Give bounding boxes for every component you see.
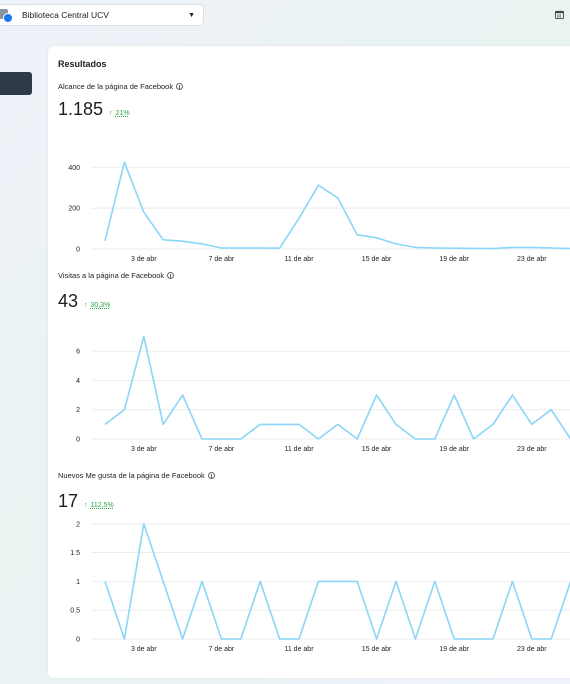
info-icon[interactable] — [176, 83, 184, 90]
metric-value-likes: 17 ↑ 112,5% — [58, 491, 114, 512]
y-tick-label: 400 — [68, 165, 80, 172]
info-icon[interactable] — [207, 472, 215, 479]
sidebar-active-item[interactable] — [0, 72, 32, 95]
metric-change: ↑ 21% — [109, 110, 130, 117]
metric-change: ↑ 112,5% — [84, 502, 114, 509]
x-tick-label: 15 de abr — [362, 646, 392, 653]
x-tick-label: 15 de abr — [362, 446, 392, 453]
metric-label-likes: Nuevos Me gusta de la página de Facebook — [58, 471, 215, 480]
y-tick-label: 0 — [76, 437, 80, 444]
y-tick-label: 4 — [76, 378, 80, 385]
series-line — [104, 335, 570, 440]
x-tick-label: 3 de abr — [131, 646, 157, 653]
y-tick-label: 1 — [76, 579, 80, 586]
x-tick-label: 3 de abr — [131, 446, 157, 453]
x-tick-label: 19 de abr — [439, 256, 469, 263]
y-tick-label: 2 — [76, 407, 80, 414]
metric-label-reach: Alcance de la página de Facebook — [58, 82, 184, 91]
chart-visits: 0 2 4 6 3 de abr 7 de abr 11 de abr 15 de abr 19… — [76, 335, 570, 453]
results-card: Resultados Alcance de la página de Faceb… — [48, 46, 570, 678]
arrow-up-icon: ↑ — [84, 302, 88, 309]
x-tick-label: 23 de abr — [517, 646, 547, 653]
info-icon[interactable] — [167, 272, 175, 279]
arrow-up-icon: ↑ — [84, 502, 88, 509]
page-selector-label: Biblioteca Central UCV — [22, 10, 109, 20]
metric-label-text: Nuevos Me gusta de la página de Facebook — [58, 471, 205, 480]
metric-value-text: 1.185 — [58, 99, 104, 119]
x-tick-label: 23 de abr — [517, 256, 547, 263]
metric-label-text: Visitas a la página de Facebook — [58, 271, 165, 280]
metric-change-value: 21% — [115, 110, 130, 117]
series-line — [104, 161, 570, 250]
x-tick-label: 23 de abr — [517, 446, 547, 453]
metric-value-visits: 43 ↑ 30,3% — [58, 291, 110, 312]
calendar-icon[interactable] — [555, 10, 564, 19]
y-tick-label: 0 — [76, 247, 80, 254]
metric-value-reach: 1.185 ↑ 21% — [58, 99, 130, 120]
metric-value-text: 17 — [58, 491, 79, 511]
metric-label-visits: Visitas a la página de Facebook — [58, 271, 175, 280]
metric-label-text: Alcance de la página de Facebook — [58, 82, 174, 91]
page-selector[interactable]: Biblioteca Central UCV ▼ — [0, 4, 204, 26]
x-tick-label: 19 de abr — [439, 646, 469, 653]
metric-value-text: 43 — [58, 291, 79, 311]
x-tick-label: 15 de abr — [362, 256, 392, 263]
y-tick-label: 1.5 — [70, 550, 80, 557]
y-tick-label: 2 — [76, 521, 80, 528]
metric-change: ↑ 30,3% — [84, 302, 110, 309]
x-tick-label: 11 de abr — [284, 446, 314, 453]
card-title: Resultados — [58, 59, 107, 69]
caret-down-icon: ▼ — [188, 11, 195, 19]
x-tick-label: 11 de abr — [284, 646, 314, 653]
page-avatar-icon — [0, 9, 13, 23]
x-tick-label: 7 de abr — [209, 256, 235, 263]
chart-likes: 00.511.523 de abr 7 de abr 11 de abr 15 de … — [70, 521, 570, 653]
series-line — [104, 523, 570, 640]
metric-change-value: 112,5% — [90, 502, 114, 509]
x-tick-label: 11 de abr — [284, 256, 314, 263]
y-tick-label: 0.5 — [70, 608, 80, 615]
x-tick-label: 7 de abr — [209, 646, 235, 653]
y-tick-label: 200 — [68, 206, 80, 213]
x-tick-label: 19 de abr — [439, 446, 469, 453]
y-tick-label: 6 — [76, 349, 80, 356]
metric-change-value: 30,3% — [90, 302, 111, 309]
y-tick-label: 0 — [76, 637, 80, 644]
x-tick-label: 7 de abr — [209, 446, 235, 453]
chart-reach: 0 200 400 3 de abr 7 de abr 11 de abr 15 de ab… — [68, 161, 570, 263]
x-tick-label: 3 de abr — [131, 256, 157, 263]
arrow-up-icon: ↑ — [109, 110, 113, 117]
